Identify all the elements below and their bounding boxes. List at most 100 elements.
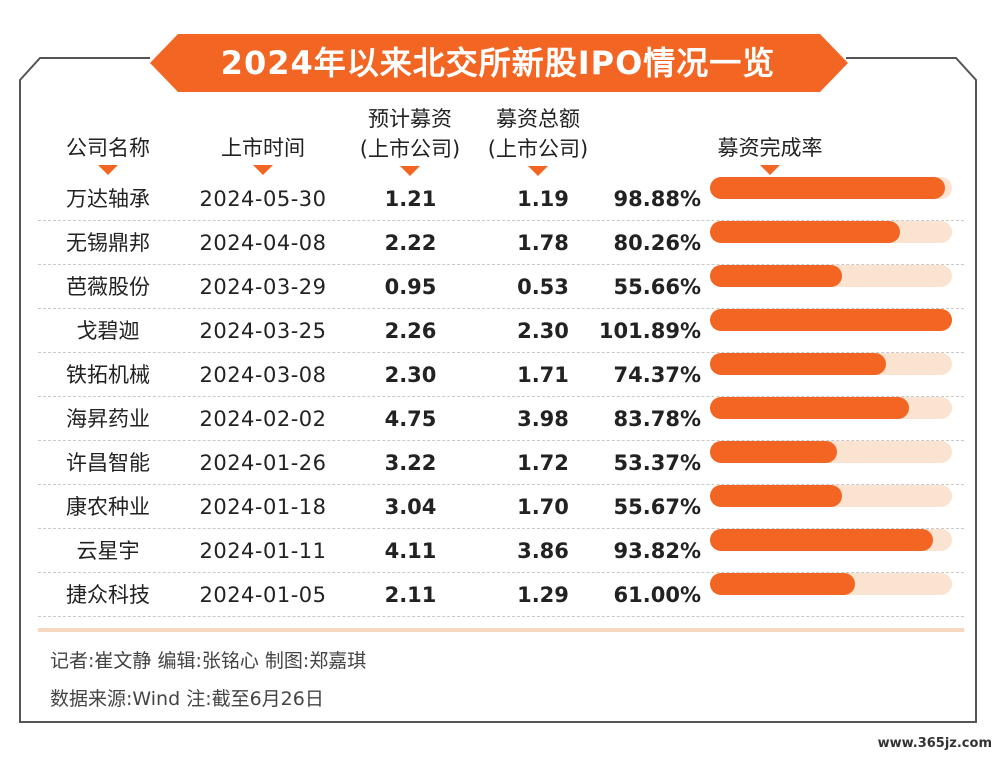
bar-fill bbox=[710, 397, 909, 419]
footer-credits: 记者:崔文静 编辑:张铭心 制图:郑嘉琪 bbox=[50, 650, 367, 672]
bar-fill bbox=[710, 309, 952, 331]
completion-rate-bar bbox=[710, 309, 952, 353]
header-arrow-icon bbox=[98, 165, 118, 175]
expected-raise: 0.95 bbox=[384, 275, 437, 299]
company-name: 捷众科技 bbox=[66, 583, 150, 607]
header-total-line2: (上市公司) bbox=[487, 137, 589, 161]
row-separator bbox=[38, 484, 964, 485]
completion-rate-bar bbox=[710, 529, 952, 573]
table-row: 芭薇股份 2024-03-29 0.95 0.53 55.66% bbox=[38, 265, 964, 309]
bar-fill bbox=[710, 177, 945, 199]
completion-rate-bar bbox=[710, 441, 952, 485]
table-row: 万达轴承 2024-05-30 1.21 1.19 98.88% bbox=[38, 177, 964, 221]
expected-raise: 3.22 bbox=[384, 451, 437, 475]
completion-rate-bar bbox=[710, 397, 952, 441]
completion-rate-label: 74.37% bbox=[613, 363, 701, 387]
expected-raise: 1.21 bbox=[384, 187, 437, 211]
header-arrow-icon bbox=[253, 165, 273, 175]
company-name: 芭薇股份 bbox=[66, 275, 150, 299]
bar-fill bbox=[710, 573, 855, 595]
table-row: 戈碧迦 2024-03-25 2.26 2.30 101.89% bbox=[38, 309, 964, 353]
completion-rate-bar bbox=[710, 573, 952, 617]
expected-raise: 3.04 bbox=[384, 495, 437, 519]
row-separator bbox=[38, 440, 964, 441]
listing-date: 2024-01-11 bbox=[199, 539, 327, 563]
completion-rate-bar bbox=[710, 221, 952, 265]
header-total-line1: 募资总额 bbox=[496, 107, 580, 131]
company-name: 许昌智能 bbox=[66, 451, 150, 475]
header-rate: 募资完成率 bbox=[695, 133, 845, 175]
total-raise: 1.29 bbox=[517, 583, 569, 607]
expected-raise: 4.75 bbox=[384, 407, 437, 431]
total-raise: 3.86 bbox=[517, 539, 569, 563]
row-separator bbox=[38, 308, 964, 309]
header-expected-line2: (上市公司) bbox=[359, 137, 461, 161]
expected-raise: 2.30 bbox=[384, 363, 437, 387]
row-separator bbox=[38, 396, 964, 397]
expected-raise: 4.11 bbox=[384, 539, 437, 563]
listing-date: 2024-04-08 bbox=[199, 231, 327, 255]
header-name-label: 公司名称 bbox=[66, 136, 150, 160]
company-name: 无锡鼎邦 bbox=[66, 231, 150, 255]
expected-raise: 2.11 bbox=[384, 583, 437, 607]
row-separator bbox=[38, 352, 964, 353]
company-name: 海昇药业 bbox=[66, 407, 150, 431]
header-arrow-icon bbox=[528, 166, 548, 176]
completion-rate-label: 83.78% bbox=[613, 407, 701, 431]
completion-rate-bar bbox=[710, 485, 952, 529]
listing-date: 2024-03-08 bbox=[199, 363, 327, 387]
watermark: www.365jz.com bbox=[877, 736, 992, 751]
header-date-label: 上市时间 bbox=[221, 136, 305, 160]
completion-rate-label: 53.37% bbox=[613, 451, 701, 475]
company-name: 万达轴承 bbox=[66, 187, 150, 211]
completion-rate-label: 80.26% bbox=[613, 231, 701, 255]
company-name: 戈碧迦 bbox=[76, 319, 140, 343]
completion-rate-label: 55.67% bbox=[613, 495, 701, 519]
completion-rate-label: 98.88% bbox=[613, 187, 701, 211]
expected-raise: 2.26 bbox=[384, 319, 437, 343]
bar-fill bbox=[710, 353, 887, 375]
bar-fill bbox=[710, 529, 933, 551]
completion-rate-label: 101.89% bbox=[598, 319, 701, 343]
total-raise: 0.53 bbox=[517, 275, 569, 299]
total-raise: 1.78 bbox=[517, 231, 569, 255]
total-raise: 1.70 bbox=[517, 495, 569, 519]
row-separator bbox=[38, 220, 964, 221]
listing-date: 2024-02-02 bbox=[199, 407, 327, 431]
completion-rate-label: 61.00% bbox=[613, 583, 701, 607]
header-date: 上市时间 bbox=[198, 133, 328, 175]
page-title: 2024年以来北交所新股IPO情况一览 bbox=[220, 44, 776, 82]
table-row: 无锡鼎邦 2024-04-08 2.22 1.78 80.26% bbox=[38, 221, 964, 265]
table-row: 海昇药业 2024-02-02 4.75 3.98 83.78% bbox=[38, 397, 964, 441]
header-name: 公司名称 bbox=[48, 133, 168, 175]
row-separator bbox=[38, 572, 964, 573]
completion-rate-label: 55.66% bbox=[613, 275, 701, 299]
header-expected: 预计募资 (上市公司) bbox=[340, 104, 480, 176]
total-raise: 1.72 bbox=[517, 451, 569, 475]
footer-divider bbox=[38, 628, 964, 632]
company-name: 铁拓机械 bbox=[66, 363, 150, 387]
total-raise: 2.30 bbox=[517, 319, 569, 343]
footer-source: 数据来源:Wind 注:截至6月26日 bbox=[50, 688, 324, 710]
completion-rate-label: 93.82% bbox=[613, 539, 701, 563]
company-name: 康农种业 bbox=[66, 495, 150, 519]
header-rate-label: 募资完成率 bbox=[717, 136, 823, 160]
table-row: 康农种业 2024-01-18 3.04 1.70 55.67% bbox=[38, 485, 964, 529]
listing-date: 2024-01-26 bbox=[199, 451, 327, 475]
row-separator bbox=[38, 616, 964, 617]
listing-date: 2024-01-18 bbox=[199, 495, 327, 519]
table-row: 云星宇 2024-01-11 4.11 3.86 93.82% bbox=[38, 529, 964, 573]
header-total: 募资总额 (上市公司) bbox=[468, 104, 608, 176]
completion-rate-bar bbox=[710, 177, 952, 221]
title-banner bbox=[150, 34, 848, 92]
row-separator bbox=[38, 528, 964, 529]
listing-date: 2024-01-05 bbox=[199, 583, 327, 607]
bar-fill bbox=[710, 265, 843, 287]
company-name: 云星宇 bbox=[76, 539, 140, 563]
expected-raise: 2.22 bbox=[384, 231, 437, 255]
table-row: 铁拓机械 2024-03-08 2.30 1.71 74.37% bbox=[38, 353, 964, 397]
listing-date: 2024-03-29 bbox=[199, 275, 327, 299]
total-raise: 1.71 bbox=[517, 363, 569, 387]
